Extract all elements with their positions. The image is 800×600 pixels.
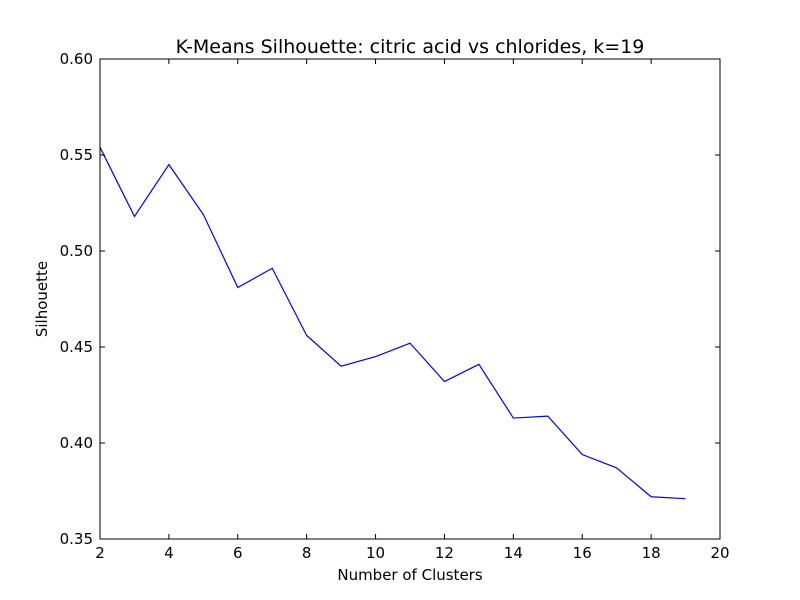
y-tick-label: 0.50: [60, 242, 93, 260]
y-axis: 0.35 0.40 0.45 0.50 0.55 0.60: [60, 50, 720, 548]
x-tick-label: 2: [95, 544, 105, 562]
x-tick-label: 14: [504, 544, 523, 562]
x-tick-label: 10: [366, 544, 385, 562]
x-tick-label: 18: [642, 544, 661, 562]
x-tick-label: 6: [233, 544, 243, 562]
x-tick-label: 4: [164, 544, 174, 562]
x-tick-label: 8: [302, 544, 312, 562]
x-axis: 2 4 6 8 10 12 14 16 18 20: [95, 59, 730, 562]
x-tick-label: 16: [573, 544, 592, 562]
y-tick-label: 0.60: [60, 50, 93, 68]
y-axis-label: Silhouette: [33, 261, 51, 337]
x-tick-label: 12: [435, 544, 454, 562]
plot-area: [99, 58, 721, 540]
x-axis-label: Number of Clusters: [337, 566, 482, 584]
x-tick-label: 20: [710, 544, 729, 562]
chart-title: K-Means Silhouette: citric acid vs chlor…: [176, 36, 645, 58]
plot-frame: [99, 58, 721, 540]
y-tick-label: 0.35: [60, 530, 93, 548]
y-tick-label: 0.45: [60, 338, 93, 356]
y-tick-label: 0.40: [60, 434, 93, 452]
y-tick-label: 0.55: [60, 146, 93, 164]
series-line: [99, 147, 686, 500]
